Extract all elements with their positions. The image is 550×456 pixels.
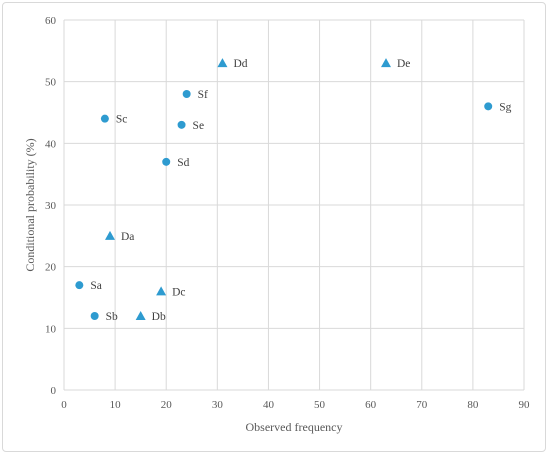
y-tick-label: 0 [51,385,57,397]
circle-marker [177,120,186,129]
y-tick-label: 10 [45,323,57,335]
triangle-marker [217,58,228,68]
circle-marker [75,281,84,290]
axis-ticks: 0 10 20 30 40 50 60 70 80 90 0 10 20 30 40 50 60 [45,15,530,411]
point-label: Sc [116,114,128,126]
x-tick-label: 40 [263,399,275,411]
circle-marker [484,102,493,111]
y-tick-label: 40 [45,138,57,150]
circle-marker [90,312,99,320]
x-tick-label: 30 [212,399,224,411]
triangle-marker [105,230,115,240]
point-label: Sg [499,101,511,113]
triangle-marker [156,286,167,296]
y-tick-label: 60 [45,15,57,27]
x-tick-label: 10 [110,399,122,411]
triangle-marker [135,311,146,320]
x-tick-label: 70 [416,399,428,411]
point-label: De [397,58,410,70]
point-label: Db [152,311,166,323]
grid-lines [63,19,525,391]
data-points [75,58,493,320]
triangle-marker [381,58,391,68]
point-label: Se [193,120,205,132]
x-tick-label: 80 [467,399,479,411]
y-tick-label: 30 [45,200,57,212]
x-axis-title: Observed frequency [246,420,343,434]
x-tick-label: 60 [365,399,377,411]
circle-marker [182,90,191,98]
x-tick-label: 50 [314,399,326,411]
point-label: Sb [106,311,118,323]
point-label: Dd [233,58,247,70]
point-label: Sa [90,280,102,292]
y-axis-title: Conditional probability (%) [23,138,37,271]
point-label: Sd [177,157,189,169]
x-tick-label: 0 [61,399,67,411]
chart-frame [2,2,546,452]
y-tick-label: 50 [45,77,57,89]
y-tick-label: 20 [45,262,57,274]
x-tick-label: 90 [519,399,531,411]
x-tick-label: 20 [161,399,173,411]
circle-marker [162,157,171,166]
data-labels: Sa Sb Sc Sd Se Sf Sg Da Db Dc Dd De [90,58,511,323]
point-label: Sf [198,89,208,101]
circle-marker [100,114,109,123]
point-label: Da [121,231,134,243]
point-label: Dc [172,286,185,298]
